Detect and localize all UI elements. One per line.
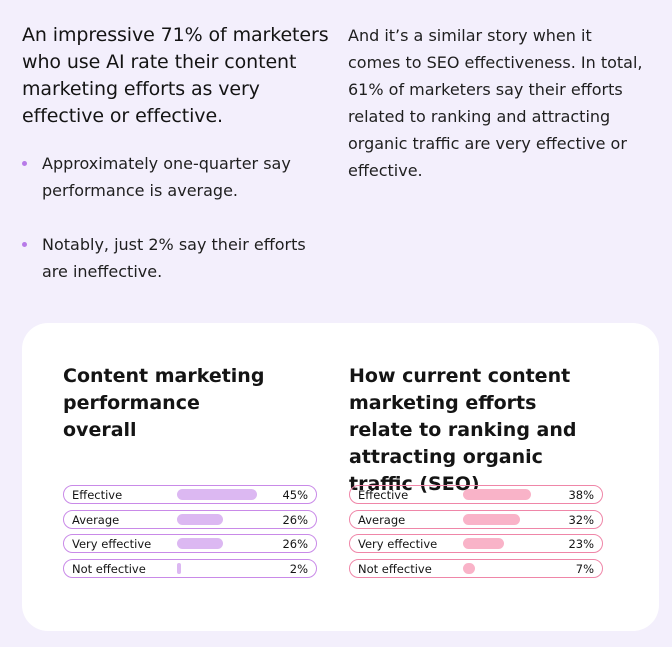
bar-track — [177, 513, 257, 525]
bullet-item: Approximately one-quarter say performanc… — [22, 150, 312, 204]
bar-label: Average — [358, 512, 406, 527]
bar-track — [177, 489, 257, 500]
bar-label: Very effective — [72, 537, 152, 551]
bar-row: Very effective 23% — [349, 534, 603, 553]
bar-value-label: 23% — [568, 537, 594, 551]
bar-label: Not effective — [72, 561, 146, 576]
bullet-dot-icon — [22, 161, 27, 166]
bar-row: Average 32% — [349, 509, 603, 529]
bullet-list: Approximately one-quarter say performanc… — [22, 150, 332, 285]
bar-track — [463, 538, 543, 549]
bar-track — [463, 489, 543, 500]
bar-rows: Effective 38% Average 32% Very effective 23% N… — [349, 485, 603, 583]
bar-label: Not effective — [358, 561, 432, 576]
bar-fill — [463, 513, 520, 525]
intro-headline: An impressive 71% of marketers who use A… — [22, 24, 329, 127]
bullet-text: Notably, just 2% say their efforts are i… — [42, 235, 306, 281]
bar-label: Average — [72, 512, 120, 527]
bar-label: Very effective — [358, 537, 438, 551]
bar-row: Very effective 26% — [63, 534, 317, 553]
bar-track — [463, 513, 543, 525]
bar-value-label: 2% — [289, 561, 308, 576]
bar-row: Average 26% — [63, 509, 317, 529]
bar-fill — [463, 562, 475, 574]
bar-fill — [177, 538, 223, 549]
bar-value-label: 26% — [282, 512, 308, 527]
bar-row: Not effective 7% — [349, 558, 603, 578]
bar-value-label: 38% — [568, 488, 594, 502]
bar-fill — [177, 489, 257, 500]
bar-row: Effective 38% — [349, 485, 603, 504]
bar-row: Not effective 2% — [63, 558, 317, 578]
bar-value-label: 32% — [568, 512, 594, 527]
bullet-text: Approximately one-quarter say performanc… — [42, 154, 291, 200]
bar-fill — [463, 538, 504, 549]
bar-value-label: 26% — [282, 537, 308, 551]
intro-left: An impressive 71% of marketers who use A… — [22, 22, 332, 312]
chart-title: How current content marketing efforts re… — [349, 365, 577, 495]
bar-value-label: 45% — [282, 488, 308, 502]
bar-fill — [463, 489, 531, 500]
bar-row: Effective 45% — [63, 485, 317, 504]
bar-fill — [177, 513, 223, 525]
bar-label: Effective — [72, 488, 123, 502]
bullet-item: Notably, just 2% say their efforts are i… — [22, 231, 312, 285]
bar-rows: Effective 45% Average 26% Very effective 26% N… — [63, 485, 317, 583]
intro-right-text: And it’s a similar story when it comes t… — [348, 26, 643, 180]
bar-label: Effective — [358, 488, 409, 502]
bar-fill — [177, 562, 181, 574]
bar-value-label: 7% — [575, 561, 594, 576]
bar-track — [177, 562, 257, 574]
chart-panel-overall: Content marketing performance overall Ef… — [63, 363, 317, 578]
charts-card: Content marketing performance overall Ef… — [22, 323, 659, 631]
chart-panel-seo: How current content marketing efforts re… — [349, 363, 603, 578]
bullet-dot-icon — [22, 242, 27, 247]
chart-title: Content marketing performance overall — [63, 365, 265, 441]
bar-track — [177, 538, 257, 549]
bar-track — [463, 562, 543, 574]
